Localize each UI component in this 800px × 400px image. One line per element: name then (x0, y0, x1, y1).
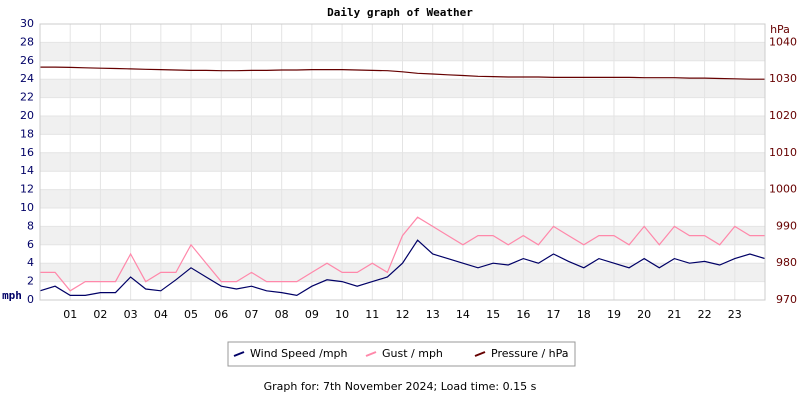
legend-swatch (365, 351, 377, 357)
y2-tick-label: 990 (776, 219, 797, 232)
footer: Graph for: 7th November 2024; Load time:… (264, 380, 537, 393)
x-tick-label: 12 (396, 308, 410, 321)
x-tick-label: 08 (275, 308, 289, 321)
x-tick-label: 23 (728, 308, 742, 321)
series-line (40, 216, 765, 292)
legend (227, 341, 576, 367)
x-tick-label: 02 (93, 308, 107, 321)
y-tick-label: 28 (20, 35, 34, 48)
x-tick-label: 09 (305, 308, 319, 321)
y-tick-label: 30 (20, 17, 34, 30)
x-tick-label: 06 (214, 308, 228, 321)
plot-frame (39, 23, 766, 301)
x-tick-label: 18 (577, 308, 591, 321)
y-tick-label: 14 (20, 164, 34, 177)
y-tick-label: 16 (20, 146, 34, 159)
y2-tick-label: 1030 (769, 72, 797, 85)
y2-tick-label: 1010 (769, 146, 797, 159)
series-line (39, 239, 766, 297)
y-tick-label: 10 (20, 201, 34, 214)
x-tick-label: 17 (547, 308, 561, 321)
x-tick-label: 14 (456, 308, 470, 321)
x-tick-label: 21 (667, 308, 681, 321)
x-tick-label: 13 (426, 308, 440, 321)
legend-label: Pressure / hPa (491, 347, 569, 360)
x-tick-label: 15 (486, 308, 500, 321)
y-tick-label: 12 (20, 183, 34, 196)
chart-title: Daily graph of Weather (327, 6, 473, 19)
x-tick-label: 05 (184, 308, 198, 321)
y2-tick-label: 1040 (769, 35, 797, 48)
y2-tick-label: 970 (776, 293, 797, 306)
y-tick-label: 26 (20, 54, 34, 67)
y-tick-label: 2 (27, 275, 34, 288)
legend-label: Gust / mph (382, 347, 443, 360)
x-tick-label: 20 (637, 308, 651, 321)
y-tick-label: 8 (27, 219, 34, 232)
y-tick-label: 18 (20, 127, 34, 140)
x-tick-label: 16 (516, 308, 530, 321)
y-tick-label: 20 (20, 109, 34, 122)
y-tick-label: 24 (20, 72, 34, 85)
x-tick-label: 10 (335, 308, 349, 321)
legend-swatch (474, 351, 486, 357)
y2-tick-label: 980 (776, 256, 797, 269)
x-tick-label: 11 (365, 308, 379, 321)
y2-tick-label: 1020 (769, 109, 797, 122)
x-tick-label: 22 (698, 308, 712, 321)
legend-swatch (233, 351, 245, 357)
y2-axis-label: hPa (770, 23, 790, 36)
legend-label: Wind Speed /mph (250, 347, 348, 360)
y-tick-label: 22 (20, 91, 34, 104)
y-tick-label: 6 (27, 238, 34, 251)
y-axis-label: mph (2, 289, 22, 302)
x-tick-label: 03 (124, 308, 138, 321)
series-line (40, 66, 765, 80)
x-tick-label: 01 (63, 308, 77, 321)
x-tick-label: 04 (154, 308, 168, 321)
x-tick-label: 19 (607, 308, 621, 321)
y-tick-label: 0 (27, 293, 34, 306)
y-tick-label: 4 (27, 256, 34, 269)
x-tick-label: 07 (244, 308, 258, 321)
y2-tick-label: 1000 (769, 183, 797, 196)
